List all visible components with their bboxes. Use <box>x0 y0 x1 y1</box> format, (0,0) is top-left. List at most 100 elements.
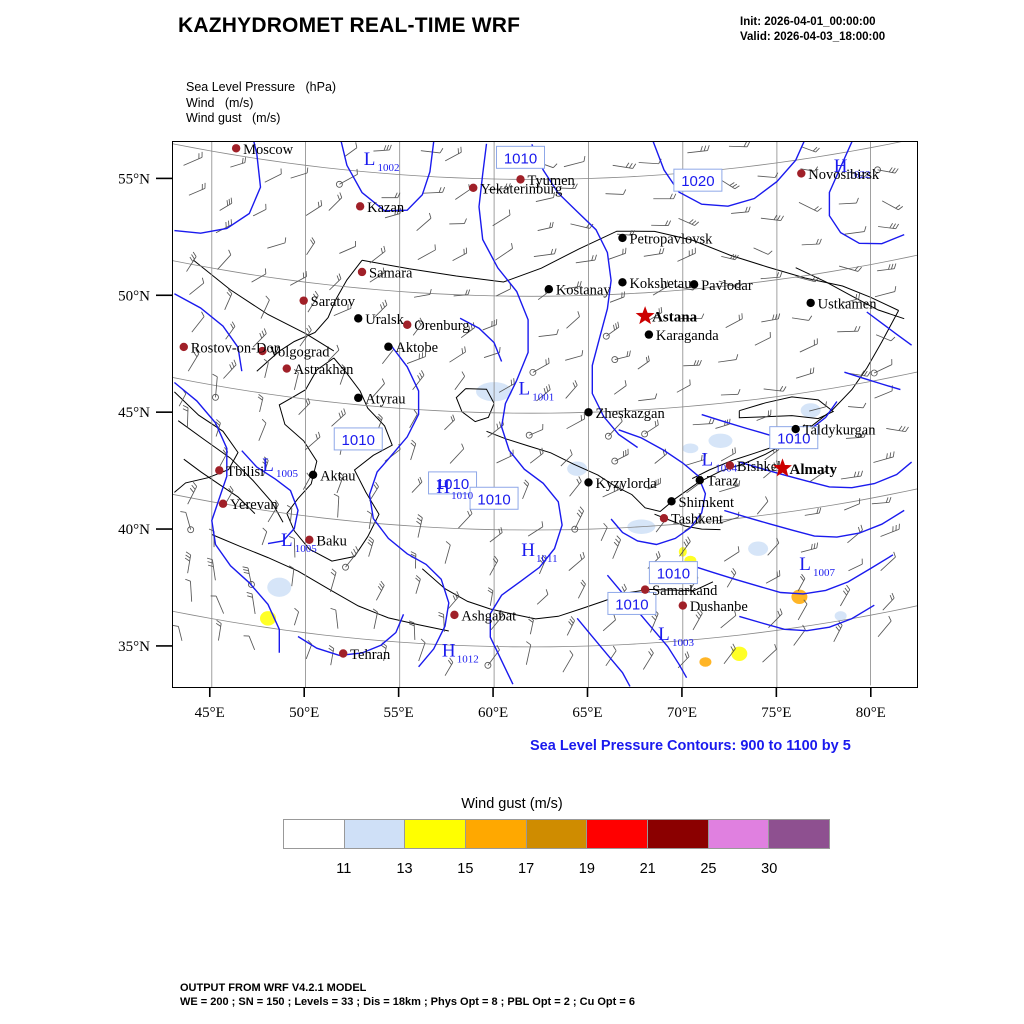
city-label: Saratov <box>311 294 356 310</box>
colorbar-swatch-5 <box>587 820 649 848</box>
pressure-center-value: 1012 <box>457 654 479 666</box>
city-astrakhan: Astrakhan <box>282 362 354 378</box>
city-orenburg: Orenburg <box>403 318 470 334</box>
contour-label: 1010 <box>436 476 469 493</box>
isobar-4 <box>652 142 805 207</box>
city-zheskazgan: Zheskazgan <box>584 406 665 422</box>
city-dot-icon <box>695 476 704 485</box>
isobar-6 <box>368 346 450 668</box>
colorbar-tick-19: 19 <box>578 861 595 877</box>
colorbar-tick-labels: 11 13 15 17 19 21 25 30 <box>283 861 830 881</box>
latitude-ticks: 55°N 50°N 45°N 40°N 35°N <box>118 171 172 655</box>
colorbar-tick-25: 25 <box>700 861 717 877</box>
city-label: Tyumen <box>528 173 576 189</box>
isobar-7 <box>173 381 280 653</box>
contour-label: 1010 <box>342 432 375 449</box>
colorbar-swatch-0 <box>284 820 345 848</box>
city-dot-icon <box>791 424 800 434</box>
geo-path-3 <box>361 230 899 311</box>
pressure-center-value: 1005 <box>295 543 318 555</box>
isobar-0 <box>174 142 262 234</box>
colorbar-swatch-8 <box>769 820 830 848</box>
city-label: Petropavlovsk <box>629 231 713 247</box>
pressure-center-value: 1007 <box>813 567 836 579</box>
city-label: Novosibirsk <box>808 167 880 183</box>
colorbar-tick-15: 15 <box>457 861 474 877</box>
lonlat-gridlines <box>173 142 917 687</box>
lon-tick-label: 65°E <box>572 705 602 721</box>
contour-label: 1010 <box>777 431 810 448</box>
city-tbilisi: Tbilisi <box>215 464 264 480</box>
isobar-1 <box>340 142 435 212</box>
colorbar-swatch-2 <box>405 820 467 848</box>
isobar-21 <box>844 371 901 391</box>
city-label: Dushanbe <box>690 599 748 615</box>
city-label: Samarkand <box>652 583 718 599</box>
lon-tick-label: 75°E <box>761 705 791 721</box>
lat-tick-label: 45°N <box>118 405 150 421</box>
city-dot-icon <box>354 393 363 403</box>
lat-tick-label: 50°N <box>118 288 150 304</box>
init-time: Init: 2026-04-01_00:00:00 <box>740 16 876 28</box>
city-volgograd: Volgograd <box>258 345 330 361</box>
geo-path-12 <box>738 396 835 420</box>
city-astana: Astana <box>635 306 698 326</box>
city-taraz: Taraz <box>695 474 739 490</box>
geo-path-8 <box>177 420 284 523</box>
city-label: Taldykurgan <box>803 423 877 439</box>
foreign-city-dot-icon <box>469 183 478 193</box>
gust-blob-5 <box>267 577 292 597</box>
colorbar-swatch-6 <box>648 820 709 848</box>
isobar-16 <box>576 617 631 687</box>
city-kostanay: Kostanay <box>544 283 611 299</box>
isobar-9 <box>241 450 299 545</box>
pressure-center-h: H <box>436 477 450 498</box>
gust-blob-12 <box>699 657 712 667</box>
gust-blob-2 <box>708 433 733 448</box>
pressure-center-l: L <box>702 449 714 470</box>
foreign-city-dot-icon <box>678 601 688 610</box>
city-aktau: Aktau <box>308 468 356 484</box>
city-rostov-on-don: Rostov-on-Don <box>179 340 282 356</box>
city-dot-icon <box>618 278 627 287</box>
isobar-10 <box>610 429 707 546</box>
city-almaty: Almaty <box>773 458 838 478</box>
geo-path-14 <box>795 267 905 320</box>
city-dot-icon <box>544 284 554 294</box>
city-label: Atyrau <box>365 391 405 407</box>
city-label: Yerevan <box>230 497 278 513</box>
isobar-8 <box>174 293 243 372</box>
pressure-center-value: 1011 <box>536 553 558 565</box>
foreign-city-dot-icon <box>258 346 267 356</box>
isobar-13 <box>724 509 905 538</box>
city-label: Samara <box>369 265 413 281</box>
geo-path-6 <box>421 568 714 620</box>
city-label: Astana <box>652 310 698 326</box>
foreign-city-dot-icon <box>305 535 314 544</box>
longitude-ticks: 45°E 50°E 55°E 60°E 65°E 70°E 75°E 80°E <box>195 688 886 721</box>
colorbar-tick-30: 30 <box>761 861 778 877</box>
gust-blob-7 <box>748 541 769 556</box>
valid-time: Valid: 2026-04-03_18:00:00 <box>740 31 886 43</box>
model-output-footer: OUTPUT FROM WRF V4.2.1 MODEL WE = 200 ; … <box>180 982 635 1008</box>
isobar-2 <box>478 143 563 685</box>
lon-tick-label: 60°E <box>478 705 508 721</box>
page-title: KAZHYDROMET REAL-TIME WRF <box>178 14 521 37</box>
foreign-city-dot-icon <box>797 169 806 178</box>
city-saratov: Saratov <box>299 294 356 310</box>
city-label: Tashkent <box>671 512 723 528</box>
contour-label: 1010 <box>504 150 537 167</box>
lat-tick-label: 35°N <box>118 639 150 655</box>
city-dot-icon <box>584 408 593 417</box>
lon-tick-label: 55°E <box>384 705 414 721</box>
pressure-center-h: H <box>442 641 456 662</box>
city-tyumen: Tyumen <box>516 173 576 189</box>
city-petropavlovsk: Petropavlovsk <box>618 231 713 247</box>
foreign-city-dot-icon <box>450 610 459 620</box>
colorbar-tick-13: 13 <box>396 861 413 877</box>
capital-star-icon <box>773 458 792 477</box>
city-shimkent: Shimkent <box>667 495 734 511</box>
city-aktobe: Aktobe <box>384 340 438 356</box>
foreign-city-dot-icon <box>179 342 188 352</box>
city-label: Karaganda <box>656 328 719 344</box>
